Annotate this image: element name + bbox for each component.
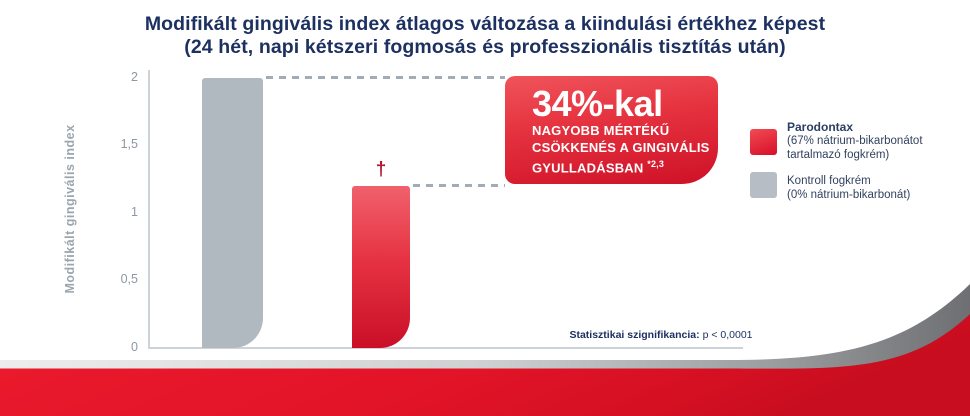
callout-line-2: CSÖKKENÉS A GINGIVÁLIS — [532, 139, 710, 155]
legend-control-title: Kontroll fogkrém — [787, 175, 871, 187]
footnote-label: Statisztikai szignifikancia: — [569, 329, 700, 341]
significance-footnote: Statisztikai szignifikancia: p < 0,0001 — [520, 329, 802, 341]
swoosh-red-band — [0, 314, 970, 416]
page-title: Modifikált gingivális index átlagos vált… — [0, 13, 970, 59]
legend-item-parodontax: Parodontax (67% nátrium-bikarbonátot tar… — [787, 120, 959, 162]
bar-parodontax — [352, 186, 410, 348]
title-line-1: Modifikált gingivális index átlagos vált… — [144, 13, 826, 35]
callout-line-1: NAGYOBB MÉRTÉKŰ — [532, 123, 670, 138]
y-axis-label: Modifikált gingivális index — [63, 124, 77, 294]
legend-parodontax-subtitle: (67% nátrium-bikarbonátot tartalmazó fog… — [787, 135, 923, 161]
swoosh-silver-stripe — [0, 284, 970, 370]
bar-control-toothpaste — [202, 78, 263, 348]
callout-headline: 34%-kal — [532, 83, 663, 124]
dashed-line-parodontax-level — [413, 184, 505, 187]
callout-line-3: GYULLADÁSBAN *2,3 — [532, 156, 718, 177]
y-axis-line — [148, 70, 150, 348]
legend-swatch-parodontax — [750, 129, 777, 155]
callout-line-3-text: GYULLADÁSBAN — [532, 160, 644, 176]
title-line-2: (24 hét, napi kétszeri fogmosás és profe… — [184, 36, 786, 58]
y-tick-0-5: 0,5 — [120, 272, 138, 286]
callout-box: 34%-kal NAGYOBB MÉRTÉKŰ CSÖKKENÉS A GING… — [505, 76, 718, 184]
legend-item-control: Kontroll fogkrém (0% nátrium-bikarbonát) — [787, 174, 959, 202]
legend-swatch-control — [750, 172, 777, 198]
dagger-significance-icon: † — [375, 159, 387, 180]
legend-parodontax-title: Parodontax — [787, 120, 854, 134]
y-tick-0: 0 — [131, 340, 138, 354]
callout-reference-superscript: *2,3 — [647, 159, 665, 169]
footnote-value: p < 0,0001 — [702, 329, 753, 341]
dashed-line-control-level — [266, 76, 505, 79]
y-tick-1-5: 1,5 — [120, 137, 138, 151]
y-tick-2: 2 — [131, 70, 138, 84]
legend-control-subtitle: (0% nátrium-bikarbonát) — [787, 189, 911, 201]
y-tick-1: 1 — [131, 205, 138, 219]
